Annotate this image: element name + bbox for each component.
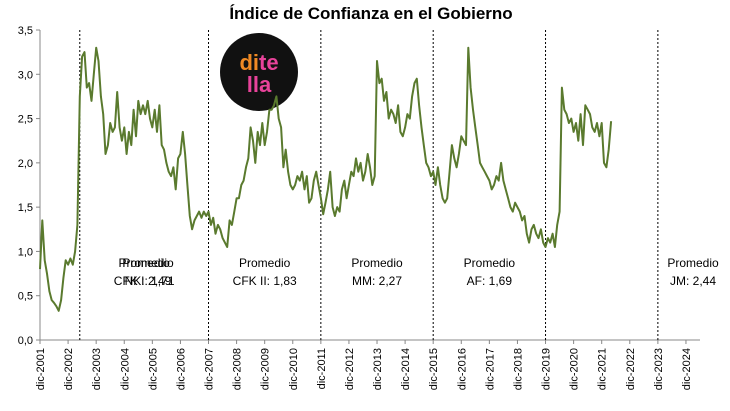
x-tick-label: dic-2022	[625, 348, 637, 390]
y-tick-label: 1,0	[18, 246, 33, 258]
x-tick-label: dic-2013	[372, 348, 384, 390]
period-average: JM: 2,44	[670, 274, 716, 288]
x-tick-label: dic-2018	[512, 348, 524, 390]
series-layer	[39, 46, 613, 312]
y-tick-label: 3,0	[18, 69, 33, 81]
x-tick-label: dic-2016	[456, 348, 468, 390]
period-name: Promedio	[667, 256, 719, 270]
x-tick-label: dic-2002	[63, 348, 75, 390]
x-tick-label: dic-2009	[260, 348, 272, 390]
x-tick-label: dic-2010	[288, 348, 300, 390]
period-average: AF: 1,69	[467, 274, 513, 288]
x-tick-label: dic-2020	[569, 348, 581, 390]
period-average: CFK I: 1,71	[114, 274, 175, 288]
x-tick-label: dic-2024	[681, 348, 693, 390]
period-labels: Promedio NK: 2,49 Promedio CFK I: 1,71 Prome…	[114, 256, 719, 288]
y-tick-label: 2,0	[18, 158, 33, 170]
x-tick-label: dic-2004	[119, 348, 131, 390]
x-tick-label: dic-2014	[400, 348, 412, 390]
period-name: Promedio	[464, 256, 516, 270]
x-tick-label: dic-2008	[232, 348, 244, 390]
x-axis: dic-2001 dic-2002 dic-2003 dic-2004 dic-2005…	[35, 339, 700, 390]
period-name: Promedio	[118, 256, 170, 270]
x-tick-label: dic-2005	[147, 348, 159, 390]
y-tick-label: 1,5	[18, 202, 33, 214]
x-tick-label: dic-2015	[428, 348, 440, 390]
y-tick-label: 0,5	[18, 291, 33, 303]
period-average: CFK II: 1,83	[233, 274, 297, 288]
x-tick-label: dic-2012	[344, 348, 356, 390]
period-dividers	[79, 30, 659, 340]
svg-text:lla: lla	[247, 72, 272, 97]
period-name: Promedio	[351, 256, 403, 270]
svg-text:dite: dite	[239, 50, 278, 75]
series-line-0	[39, 46, 613, 312]
x-tick-label: dic-2006	[175, 348, 187, 390]
period-name: Promedio	[122, 256, 174, 270]
y-axis: 0,0 0,5 1,0 1,5 2,0 2,5 3,0 3,5	[18, 25, 41, 347]
x-tick-label: dic-2011	[316, 348, 328, 389]
period-average: NK: 2,49	[125, 274, 172, 288]
x-tick-label: dic-2021	[597, 348, 609, 390]
x-tick-label: dic-2017	[484, 348, 496, 390]
x-tick-label: dic-2023	[653, 348, 665, 390]
brand-logo: dite lla	[220, 33, 298, 111]
x-tick-label: dic-2007	[204, 348, 216, 390]
y-tick-label: 0,0	[18, 335, 33, 347]
x-tick-label: dic-2003	[91, 348, 103, 390]
x-tick-label: dic-2019	[541, 348, 553, 390]
y-tick-label: 3,5	[18, 25, 33, 37]
chart-title: Índice de Confianza en el Gobierno	[229, 4, 512, 23]
x-tick-label: dic-2001	[35, 348, 47, 390]
period-name: Promedio	[239, 256, 291, 270]
period-average: MM: 2,27	[352, 274, 402, 288]
y-tick-label: 2,5	[18, 114, 33, 126]
